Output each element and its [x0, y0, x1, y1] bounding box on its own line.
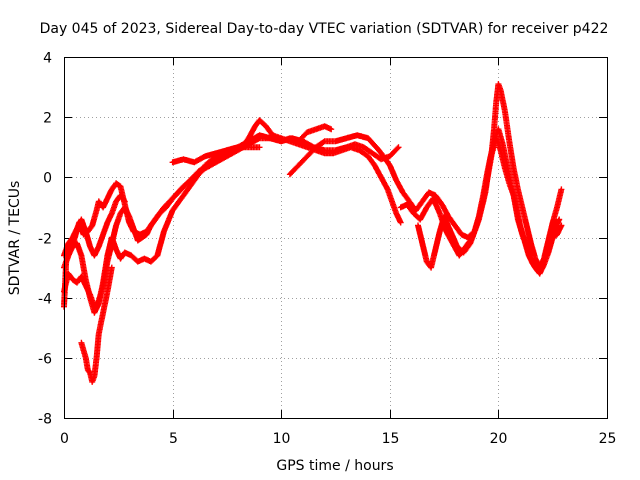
x-tick-label: 25 [599, 431, 617, 447]
data-point-markers [61, 135, 402, 310]
plot-frame [64, 57, 608, 419]
x-axis-label: GPS time / hours [276, 458, 393, 474]
data-series-track-d [78, 264, 115, 385]
y-tick-label: 4 [43, 51, 52, 67]
data-series-track-b [61, 135, 402, 310]
y-tick-label: -6 [38, 352, 52, 368]
x-tick-label: 20 [490, 431, 508, 447]
y-tick-label: 0 [43, 171, 52, 187]
y-tick-labels: -8 -6 -4 -2 0 2 4 [38, 51, 52, 428]
data-series-track-i [415, 135, 565, 277]
data-points [61, 81, 565, 385]
y-tick-label: -4 [38, 292, 52, 308]
chart-title: Day 045 of 2023, Sidereal Day-to-day VTE… [40, 21, 609, 37]
x-tick-label: 10 [273, 431, 291, 447]
x-tick-label: 5 [169, 431, 178, 447]
data-point-markers [169, 123, 335, 166]
y-tick-label: -2 [38, 232, 52, 248]
y-tick-label: 2 [43, 111, 52, 127]
x-tick-label: 0 [60, 431, 69, 447]
data-point-markers [78, 264, 115, 385]
x-tick-labels: 0 5 10 15 20 25 [60, 431, 616, 447]
data-point-markers [415, 135, 565, 277]
y-axis-label: SDTVAR / TECUs [7, 181, 23, 296]
y-tick-label: -8 [38, 412, 52, 428]
x-tick-label: 15 [382, 431, 400, 447]
data-series-track-f [169, 123, 335, 166]
